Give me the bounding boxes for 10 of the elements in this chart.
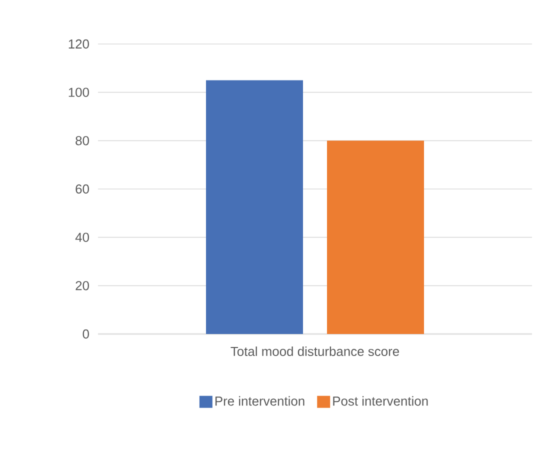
x-tick-label: Total mood disturbance score — [230, 346, 399, 356]
y-tick-label: 40 — [75, 232, 89, 242]
y-tick-label: 20 — [76, 281, 89, 290]
y-tick-label: 80 — [76, 136, 89, 146]
legend-label: Post intervention — [333, 396, 428, 406]
y-tick-label: 120 — [68, 39, 89, 49]
y-tick-label: 100 — [68, 88, 89, 97]
legend-label: Pre intervention — [215, 396, 304, 406]
y-tick-label: 60 — [76, 184, 89, 194]
y-tick-label: 0 — [82, 329, 89, 339]
